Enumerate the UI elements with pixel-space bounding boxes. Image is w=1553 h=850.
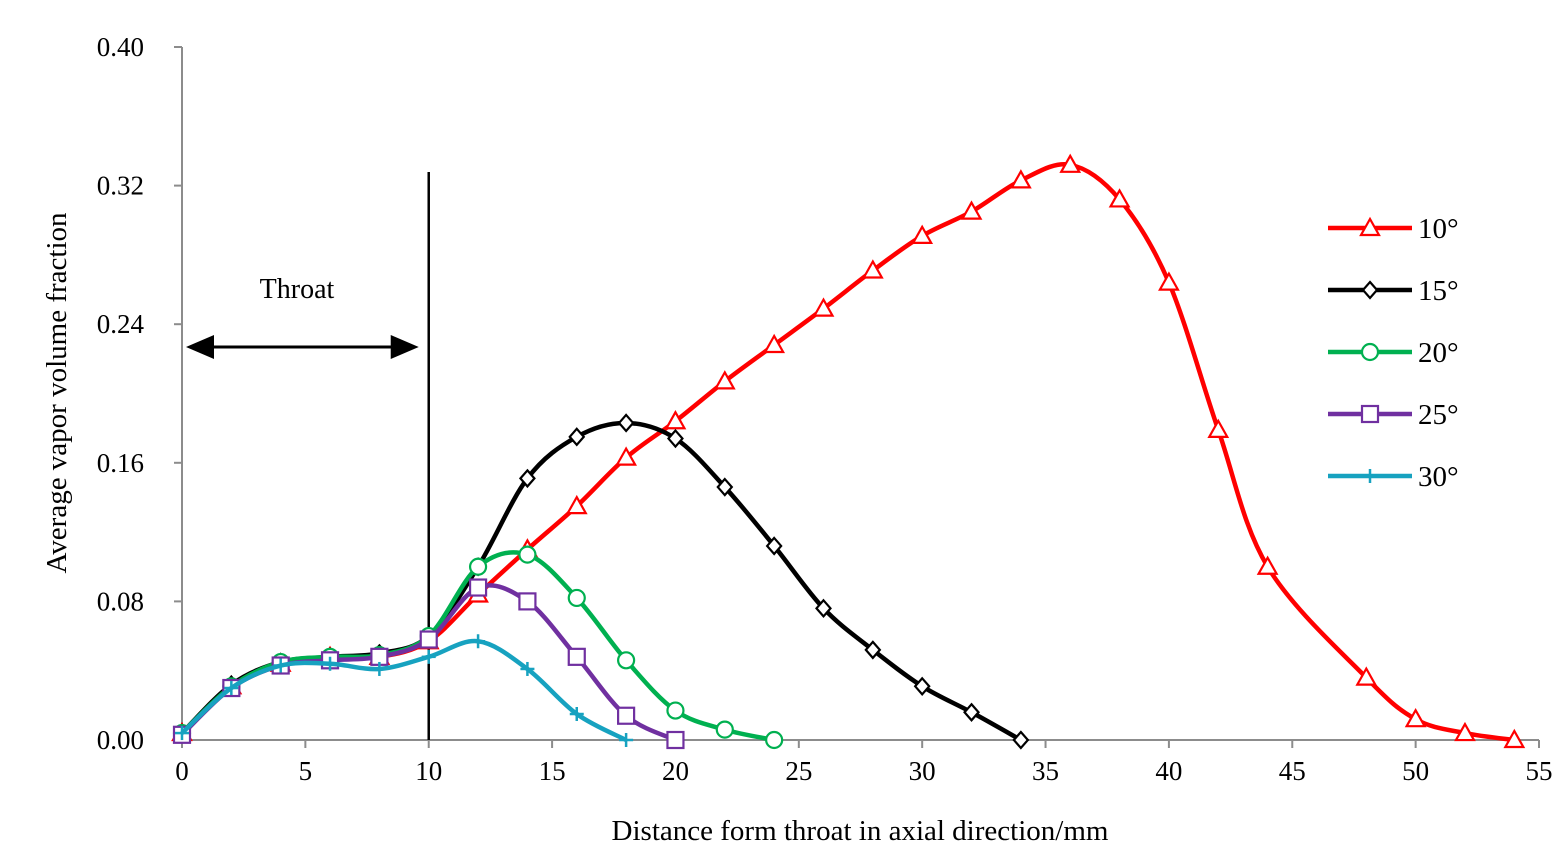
data-point — [1108, 188, 1131, 208]
x-tick-label: 55 — [1526, 756, 1553, 786]
throat-label: Throat — [260, 274, 335, 305]
legend: 10° 15° 20° 25° 30° — [1328, 213, 1459, 493]
data-point — [1256, 555, 1279, 575]
data-point — [1404, 707, 1427, 728]
data-point — [518, 468, 536, 489]
x-tick-label: 20 — [662, 756, 689, 786]
legend-swatch-marker — [1360, 342, 1380, 362]
legend-item: 20° — [1328, 337, 1459, 369]
data-point — [421, 649, 436, 664]
data-point — [960, 200, 983, 220]
legend-label: 30° — [1418, 461, 1459, 493]
data-point — [1207, 418, 1230, 438]
x-axis-title: Distance form throat in axial direction/… — [612, 815, 1109, 847]
x-tick-label: 0 — [175, 756, 189, 786]
data-point — [567, 647, 586, 666]
data-point — [1355, 666, 1378, 686]
data-point — [175, 726, 189, 741]
data-point — [518, 545, 537, 564]
y-tick-label: 0.16 — [97, 448, 144, 478]
data-point — [666, 428, 684, 449]
tick-labels: 0.00 0.08 0.16 0.24 0.32 0.40 0 5 10 15 20 25 30 35 40… — [97, 32, 1553, 786]
legend-item: 10° — [1328, 213, 1459, 245]
data-point — [568, 427, 586, 447]
data-point — [569, 707, 584, 722]
y-tick-label: 0.32 — [97, 171, 144, 201]
data-point — [911, 224, 934, 244]
legend-item: 15° — [1328, 275, 1459, 307]
y-axis-title: Average vapor volume fraction — [41, 212, 73, 573]
data-point — [1158, 271, 1180, 291]
data-point — [1454, 721, 1476, 742]
data-point — [468, 578, 488, 597]
data-point — [567, 588, 586, 608]
throat-arrow-left-head — [186, 335, 214, 359]
series-line — [180, 420, 1022, 742]
data-point — [520, 661, 535, 676]
data-point — [224, 681, 239, 696]
series-layer — [171, 153, 1526, 750]
data-point — [765, 536, 783, 556]
data-point — [323, 656, 338, 671]
data-point — [565, 494, 588, 515]
x-tick-label: 35 — [1032, 756, 1059, 786]
x-tick-label: 45 — [1279, 756, 1306, 786]
legend-swatch-marker — [1360, 404, 1380, 424]
data-point — [1012, 730, 1030, 750]
x-tick-label: 40 — [1155, 756, 1182, 786]
legend-label: 15° — [1418, 275, 1459, 307]
data-point — [963, 702, 980, 722]
legend-item: 25° — [1328, 399, 1459, 431]
data-point — [812, 297, 835, 317]
legend-label: 20° — [1418, 337, 1459, 369]
data-point — [1059, 153, 1082, 173]
data-point — [372, 661, 387, 676]
throat-arrow-right-head — [390, 335, 419, 359]
x-tick-label: 50 — [1402, 756, 1429, 786]
data-point — [716, 477, 734, 497]
data-point — [273, 658, 288, 673]
data-point — [1503, 728, 1526, 749]
data-point — [419, 630, 438, 649]
y-tick-label: 0.00 — [97, 725, 144, 755]
data-point — [815, 598, 832, 619]
data-point — [763, 333, 786, 354]
data-point — [664, 409, 687, 430]
series-4 — [175, 634, 634, 747]
data-point — [468, 557, 488, 576]
data-point — [765, 730, 784, 750]
data-point — [619, 733, 634, 747]
legend-swatch-marker — [1363, 469, 1377, 483]
data-point — [861, 259, 884, 279]
data-point — [617, 413, 635, 433]
data-point — [715, 720, 734, 739]
legend-label: 25° — [1418, 399, 1459, 431]
x-tick-label: 10 — [415, 756, 442, 786]
y-tick-label: 0.08 — [97, 586, 144, 616]
data-point — [913, 676, 931, 696]
data-point — [666, 701, 685, 720]
legend-swatch-marker — [1359, 216, 1381, 237]
data-point — [617, 651, 636, 670]
data-point — [1009, 169, 1032, 189]
x-tick-label: 15 — [539, 756, 566, 786]
data-point — [518, 592, 537, 611]
data-point — [617, 706, 636, 725]
data-point — [471, 634, 486, 649]
x-tick-label: 25 — [785, 756, 812, 786]
data-point — [713, 370, 736, 390]
legend-label: 10° — [1418, 213, 1459, 245]
y-tick-label: 0.24 — [97, 309, 145, 339]
series-1 — [173, 413, 1030, 750]
x-tick-label: 5 — [299, 756, 313, 786]
x-tick-label: 30 — [909, 756, 936, 786]
legend-swatch-marker — [1361, 280, 1379, 300]
data-point — [864, 640, 882, 660]
legend-item: 30° — [1328, 461, 1459, 493]
y-tick-label: 0.40 — [97, 32, 144, 62]
data-point — [666, 730, 685, 750]
data-point — [615, 446, 637, 466]
series-line — [180, 638, 628, 743]
